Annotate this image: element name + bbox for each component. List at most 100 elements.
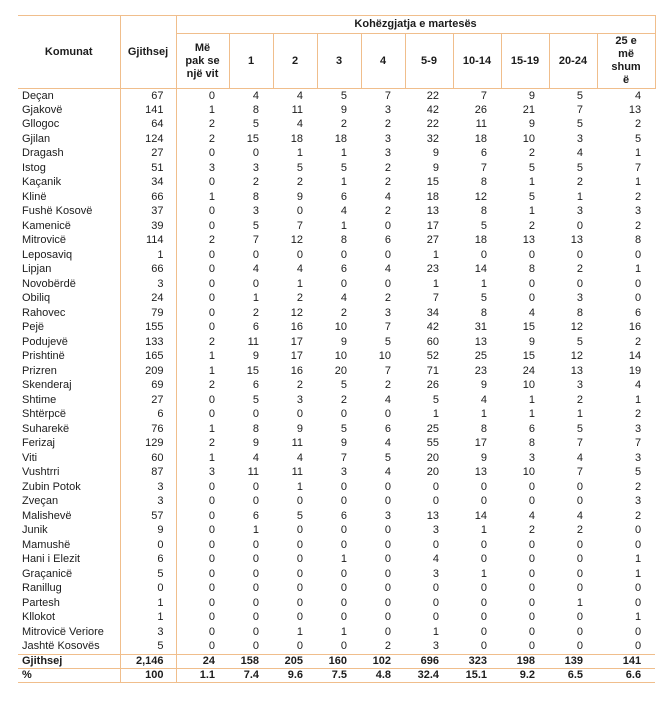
duration-value: 0 (576, 277, 583, 290)
municipality-total: 1 (120, 596, 177, 611)
duration-value: 1 (480, 567, 487, 580)
table-row: Mamushë 0 0 0 0 0 0 0 0 0 0 0 (18, 538, 655, 553)
municipality-name: Istog (18, 161, 121, 176)
municipality-total: 5 (120, 639, 177, 654)
percent-total: 100 (120, 667, 177, 683)
duration-value: 1 (528, 176, 535, 189)
duration-value: 8 (340, 234, 347, 247)
duration-column-header: 3 (316, 33, 362, 89)
duration-value: 0 (296, 611, 303, 624)
duration-value: 1 (340, 553, 347, 566)
municipality-name: Podujevë (18, 335, 121, 350)
duration-value: 0 (384, 219, 391, 232)
duration-value: 8 (634, 234, 642, 247)
duration-value: 0 (576, 538, 583, 551)
duration-value: 0 (480, 553, 487, 566)
duration-value: 0 (340, 538, 347, 551)
table-footer: Gjithsej 2,146 24 158 205 160 102 696 323 198 13… (18, 653, 656, 683)
duration-value: 16 (628, 321, 642, 334)
table-row: Vushtrri 87 3 11 11 3 4 20 13 10 7 5 (18, 465, 655, 480)
duration-value: 1 (528, 205, 535, 218)
duration-value: 0 (208, 277, 215, 290)
table-row: Istog 51 3 3 5 5 2 9 7 5 5 7 (18, 161, 655, 176)
duration-value: 1 (208, 364, 215, 377)
duration-value: 6 (340, 263, 347, 276)
duration-value: 0 (340, 582, 347, 595)
duration-value: 3 (634, 205, 642, 218)
duration-value: 0 (208, 393, 215, 406)
municipality-total: 66 (120, 262, 177, 277)
duration-value: 12 (570, 350, 583, 363)
percent-value: 9.2 (501, 667, 549, 683)
table-row: Hani i Elezit 6 0 0 0 1 0 4 0 0 0 1 (18, 552, 655, 567)
duration-value: 0 (208, 567, 215, 580)
duration-value: 9 (340, 103, 347, 116)
duration-value: 2 (384, 379, 391, 392)
percent-value: 1.1 (176, 667, 229, 683)
municipality-total: 141 (120, 103, 177, 118)
municipality-name: Novobërdë (18, 277, 121, 292)
municipality-name: Mamushë (18, 538, 121, 553)
duration-value: 2 (296, 176, 303, 189)
municipality-total: 1 (120, 610, 177, 625)
duration-value: 1 (208, 451, 215, 464)
duration-value: 20 (426, 466, 439, 479)
municipality-name: Suharekë (18, 422, 121, 437)
duration-value: 4 (296, 263, 303, 276)
duration-value: 8 (252, 422, 259, 435)
duration-value: 13 (570, 364, 583, 377)
table-row: Gjilan 124 2 15 18 18 3 32 18 10 3 5 (18, 132, 655, 147)
municipality-name: Gllogoc (18, 117, 121, 132)
table-row: Novobërdë 3 0 0 1 0 0 1 1 0 0 0 (18, 277, 655, 292)
duration-value: 0 (576, 248, 583, 261)
duration-value: 14 (474, 263, 487, 276)
duration-value: 2 (528, 147, 535, 160)
duration-value: 13 (426, 509, 439, 522)
total-value: 24 (176, 653, 229, 668)
duration-value: 1 (340, 176, 347, 189)
duration-value: 0 (208, 176, 215, 189)
duration-value: 5 (296, 509, 303, 522)
duration-value: 7 (480, 89, 487, 102)
duration-value: 0 (384, 611, 391, 624)
duration-value: 1 (634, 553, 642, 566)
duration-value: 0 (208, 480, 215, 493)
duration-value: 0 (432, 538, 439, 551)
duration-value: 3 (384, 306, 391, 319)
duration-value: 0 (252, 480, 259, 493)
total-value: 102 (361, 653, 405, 668)
table-row: Leposaviq 1 0 0 0 0 0 1 0 0 0 0 (18, 248, 655, 263)
duration-value: 0 (340, 408, 347, 421)
duration-value: 4 (384, 466, 391, 479)
duration-column-header: 25 e më shum ë (596, 33, 656, 89)
duration-value: 4 (480, 393, 487, 406)
duration-value: 0 (384, 480, 391, 493)
duration-value: 7 (296, 219, 303, 232)
table-row: Ferizaj 129 2 9 11 9 4 55 17 8 7 7 (18, 436, 655, 451)
duration-value: 18 (290, 132, 303, 145)
duration-value: 4 (576, 451, 583, 464)
duration-value: 26 (474, 103, 487, 116)
duration-value: 0 (340, 277, 347, 290)
duration-value: 2 (252, 176, 259, 189)
duration-value: 20 (426, 451, 439, 464)
duration-value: 5 (340, 422, 347, 435)
duration-value: 3 (576, 292, 583, 305)
duration-value: 0 (296, 640, 303, 652)
table-row: Lipjan 66 0 4 4 6 4 23 14 8 2 1 (18, 262, 655, 277)
duration-value: 3 (384, 509, 391, 522)
duration-value: 4 (252, 451, 259, 464)
duration-value: 0 (340, 611, 347, 624)
duration-value: 0 (528, 640, 535, 652)
duration-value: 1 (634, 263, 642, 276)
duration-value: 13 (474, 466, 487, 479)
duration-value: 0 (576, 640, 583, 652)
duration-value: 1 (634, 393, 642, 406)
duration-value: 4 (634, 89, 642, 102)
duration-value: 17 (474, 437, 487, 450)
municipality-total: 209 (120, 364, 177, 379)
duration-value: 5 (432, 393, 439, 406)
duration-value: 1 (634, 147, 642, 160)
duration-value: 0 (634, 596, 642, 609)
duration-value: 1 (480, 408, 487, 421)
